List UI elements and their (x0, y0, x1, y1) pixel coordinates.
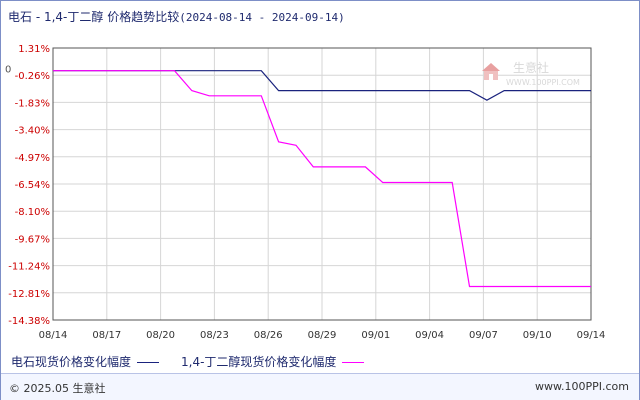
watermark-url: WWW.100PPI.COM (506, 78, 580, 87)
y-axis-labels: 1.31% -0.26% -1.83% -3.40% -4.97% -6.54% -8.10… (5, 44, 50, 327)
x-tick-label: 09/07 (469, 330, 498, 341)
x-tick-label: 09/10 (523, 330, 552, 341)
x-axis-labels: 08/14 08/17 08/20 08/23 08/26 08/29 09/01 09/04… (39, 330, 606, 341)
y-tick-label: -3.40% (15, 126, 50, 137)
legend-swatch (137, 362, 160, 363)
y-tick-label: -0.26% (15, 71, 50, 82)
x-tick-label: 08/14 (39, 330, 68, 341)
x-tick-label: 08/23 (200, 330, 229, 341)
y-tick-label: -6.54% (15, 180, 50, 191)
y-tick-label: -4.97% (15, 153, 50, 164)
y-tick-label: -14.38% (8, 316, 50, 327)
x-tick-label: 08/20 (146, 330, 175, 341)
watermark-logo: 生意社 WWW.100PPI.COM (482, 60, 580, 87)
x-tick-label: 08/29 (308, 330, 337, 341)
legend-label: 1,4-丁二醇现货价格变化幅度 (181, 355, 337, 369)
series-line-2 (53, 70, 591, 288)
legend-item: 电石现货价格变化幅度 (11, 355, 160, 369)
series-lines (53, 70, 591, 288)
grid-lines (53, 48, 591, 320)
x-tick-label: 09/01 (361, 330, 390, 341)
watermark-name: 生意社 (513, 60, 549, 75)
copyright-text: © 2025.05 生意社 (9, 382, 106, 395)
x-tick-label: 09/04 (415, 330, 444, 341)
y-tick-label: -12.81% (8, 289, 50, 300)
chart-title: 电石 - 1,4-丁二醇 价格趋势比较(2024-08-14 - 2024-09… (8, 8, 345, 25)
footer: © 2025.05 生意社 www.100PPI.com (1, 373, 639, 400)
legend-item: 1,4-丁二醇现货价格变化幅度 (181, 355, 365, 369)
legend-label: 电石现货价格变化幅度 (11, 355, 132, 369)
y-tick-label: -11.24% (8, 262, 50, 273)
axes (52, 47, 592, 321)
zero-label: 0 (5, 65, 11, 76)
house-icon (482, 63, 500, 80)
chart-title-dates: (2024-08-14 - 2024-09-14) (179, 11, 345, 24)
y-tick-label: -1.83% (15, 98, 50, 109)
y-tick-label: 1.31% (18, 44, 50, 55)
x-tick-label: 08/26 (254, 330, 283, 341)
plot-border (52, 47, 592, 321)
legend-swatch (342, 362, 365, 363)
y-tick-label: -9.67% (15, 234, 50, 245)
legend: 电石现货价格变化幅度 1,4-丁二醇现货价格变化幅度 (11, 353, 386, 370)
series-line-1 (53, 70, 591, 101)
x-tick-label: 08/17 (92, 330, 121, 341)
line-chart: 生意社 WWW.100PPI.COM 1.31% -0.26% -1.83% -3.4… (5, 44, 606, 341)
x-tick-label: 09/14 (577, 330, 606, 341)
chart-title-main: 电石 - 1,4-丁二醇 价格趋势比较 (8, 10, 180, 24)
y-tick-label: -8.10% (15, 207, 50, 218)
site-url: www.100PPI.com (535, 380, 629, 393)
